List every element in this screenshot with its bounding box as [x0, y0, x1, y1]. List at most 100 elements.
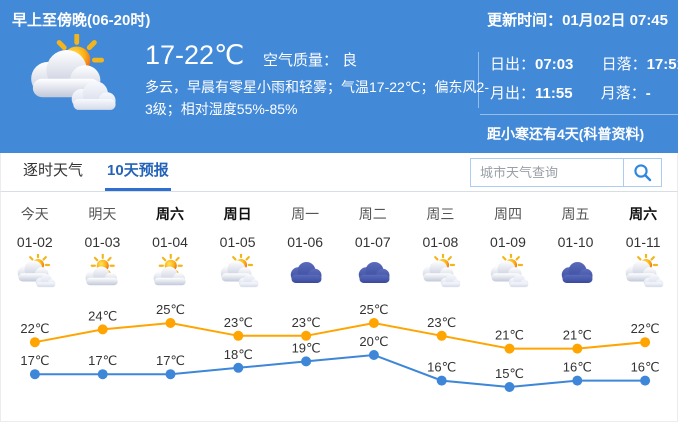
low-temp-point	[572, 375, 583, 386]
dark-cloud-icon	[561, 262, 593, 283]
high-temp-point	[233, 330, 244, 341]
weather-icon-cell	[271, 254, 339, 296]
high-temp-line	[34, 321, 646, 350]
day-name: 周五	[561, 206, 590, 222]
high-temp-point	[436, 330, 447, 341]
day-column: 周五 01-10	[542, 204, 610, 250]
weather-icon-cell	[136, 254, 204, 296]
sun-two-clouds-icon	[214, 254, 262, 291]
low-temp-label: 20℃	[359, 334, 388, 349]
tab-bar: 逐时天气 10天预报	[0, 153, 678, 192]
sun-cloud-icon	[146, 254, 194, 291]
sunrise-value: 07:03	[535, 56, 574, 73]
day-name: 周六	[155, 206, 184, 222]
low-temp-point	[29, 369, 40, 380]
sunrise-label: 日出：	[490, 56, 536, 73]
sun-two-clouds-icon	[619, 254, 667, 291]
search-icon	[634, 164, 652, 182]
tab-hourly-weather[interactable]: 逐时天气	[23, 162, 84, 179]
high-temp-label: 22℃	[20, 321, 49, 336]
sunset-value: 17:51	[646, 56, 678, 73]
temperature-range: 17-22℃	[145, 40, 245, 70]
high-temp-label: 25℃	[359, 302, 388, 317]
day-name: 周一	[291, 206, 320, 222]
low-temp-label: 19℃	[292, 340, 321, 355]
high-temp-point	[640, 337, 651, 348]
low-temp-point	[640, 375, 651, 386]
day-name: 周六	[629, 206, 658, 222]
high-temp-label: 23℃	[224, 315, 253, 330]
low-temp-point	[436, 375, 447, 386]
sun-two-clouds-icon	[484, 254, 532, 291]
weather-icon-cell	[69, 254, 137, 296]
high-temp-label: 22℃	[631, 321, 660, 336]
day-date: 01-09	[490, 234, 526, 250]
day-column: 周四 01-09	[474, 204, 542, 250]
air-quality: 空气质量： 良	[263, 52, 358, 69]
sun-two-clouds-icon	[11, 254, 59, 291]
day-date: 01-02	[16, 234, 53, 250]
day-date: 01-08	[422, 234, 459, 250]
ten-day-forecast-panel: 今天 01-02 明天 01-03 周六 01-04 周日 01-05 周一 01-06 周二 01-…	[0, 192, 678, 422]
update-time: 更新时间：01月02日 07:45	[487, 12, 668, 29]
period-label: 早上至傍晚(06-20时)	[12, 12, 151, 29]
low-temp-label: 16℃	[427, 360, 456, 375]
high-temp-label: 24℃	[88, 308, 117, 323]
low-temp-label: 16℃	[563, 360, 592, 375]
day-date: 01-07	[354, 234, 391, 250]
tab-ten-day-forecast[interactable]: 10天预报	[105, 153, 171, 191]
weather-description: 多云，早晨有零星小雨和轻雾；气温17-22℃；偏东风2-3级；相对湿度55%-8…	[145, 79, 489, 118]
high-temp-point	[368, 318, 379, 328]
day-column: 今天 01-02	[1, 204, 69, 250]
sun-cloud-icon	[78, 254, 126, 291]
day-date: 01-05	[219, 234, 256, 250]
low-temp-point	[368, 350, 379, 360]
high-temp-point	[572, 343, 583, 354]
day-name: 周四	[493, 206, 522, 222]
weather-icon-cell	[407, 254, 475, 296]
weather-icon-cell	[204, 254, 272, 296]
low-temp-label: 17℃	[156, 353, 185, 368]
solar-term-note: 距小寒还有4天(科普资料)	[487, 126, 645, 142]
day-date: 01-04	[152, 234, 188, 250]
dark-cloud-icon	[358, 262, 390, 283]
sunset-label: 日落：	[601, 56, 647, 73]
horizontal-divider	[480, 114, 678, 115]
day-column: 周日 01-05	[204, 204, 272, 250]
low-temp-point	[504, 382, 515, 392]
moonrise-value: 11:55	[535, 85, 573, 102]
weather-icons-row	[1, 254, 677, 296]
weather-icon-cell	[474, 254, 542, 296]
low-temp-point	[97, 369, 108, 380]
high-temp-point	[504, 343, 515, 354]
high-temp-label: 21℃	[495, 328, 524, 343]
high-temp-point	[29, 337, 40, 348]
day-name: 周二	[358, 206, 387, 222]
high-temp-point	[165, 318, 176, 328]
weather-icon-cell	[609, 254, 677, 296]
city-search-box	[470, 158, 662, 187]
day-date: 01-10	[557, 234, 594, 250]
day-date: 01-03	[84, 234, 121, 250]
low-temp-point	[165, 369, 176, 380]
partly-cloudy-icon	[16, 34, 124, 120]
city-search-input[interactable]	[471, 159, 623, 186]
high-temp-label: 23℃	[427, 315, 456, 330]
day-column: 周三 01-08	[407, 204, 475, 250]
high-temp-label: 21℃	[563, 328, 592, 343]
high-temp-point	[301, 330, 312, 341]
moonset-label: 月落：	[600, 85, 646, 102]
day-header-row: 今天 01-02 明天 01-03 周六 01-04 周日 01-05 周一 01-06 周二 01-…	[1, 204, 677, 250]
vertical-divider	[478, 52, 479, 108]
moonrise-label: 月出：	[490, 85, 536, 102]
day-date: 01-11	[625, 234, 661, 250]
low-temp-label: 16℃	[631, 360, 660, 375]
day-date: 01-06	[287, 234, 324, 250]
low-temp-label: 15℃	[495, 366, 524, 381]
temperature-chart: 22℃ 24℃ 25℃ 23℃ 23℃ 25℃ 23℃ 21℃ 21℃ 22℃ 17℃ 17℃ 17℃ 1…	[1, 299, 678, 422]
search-button[interactable]	[623, 159, 661, 186]
sun-two-clouds-icon	[416, 254, 464, 291]
weather-icon-cell	[1, 254, 69, 296]
low-temp-point	[301, 356, 312, 367]
